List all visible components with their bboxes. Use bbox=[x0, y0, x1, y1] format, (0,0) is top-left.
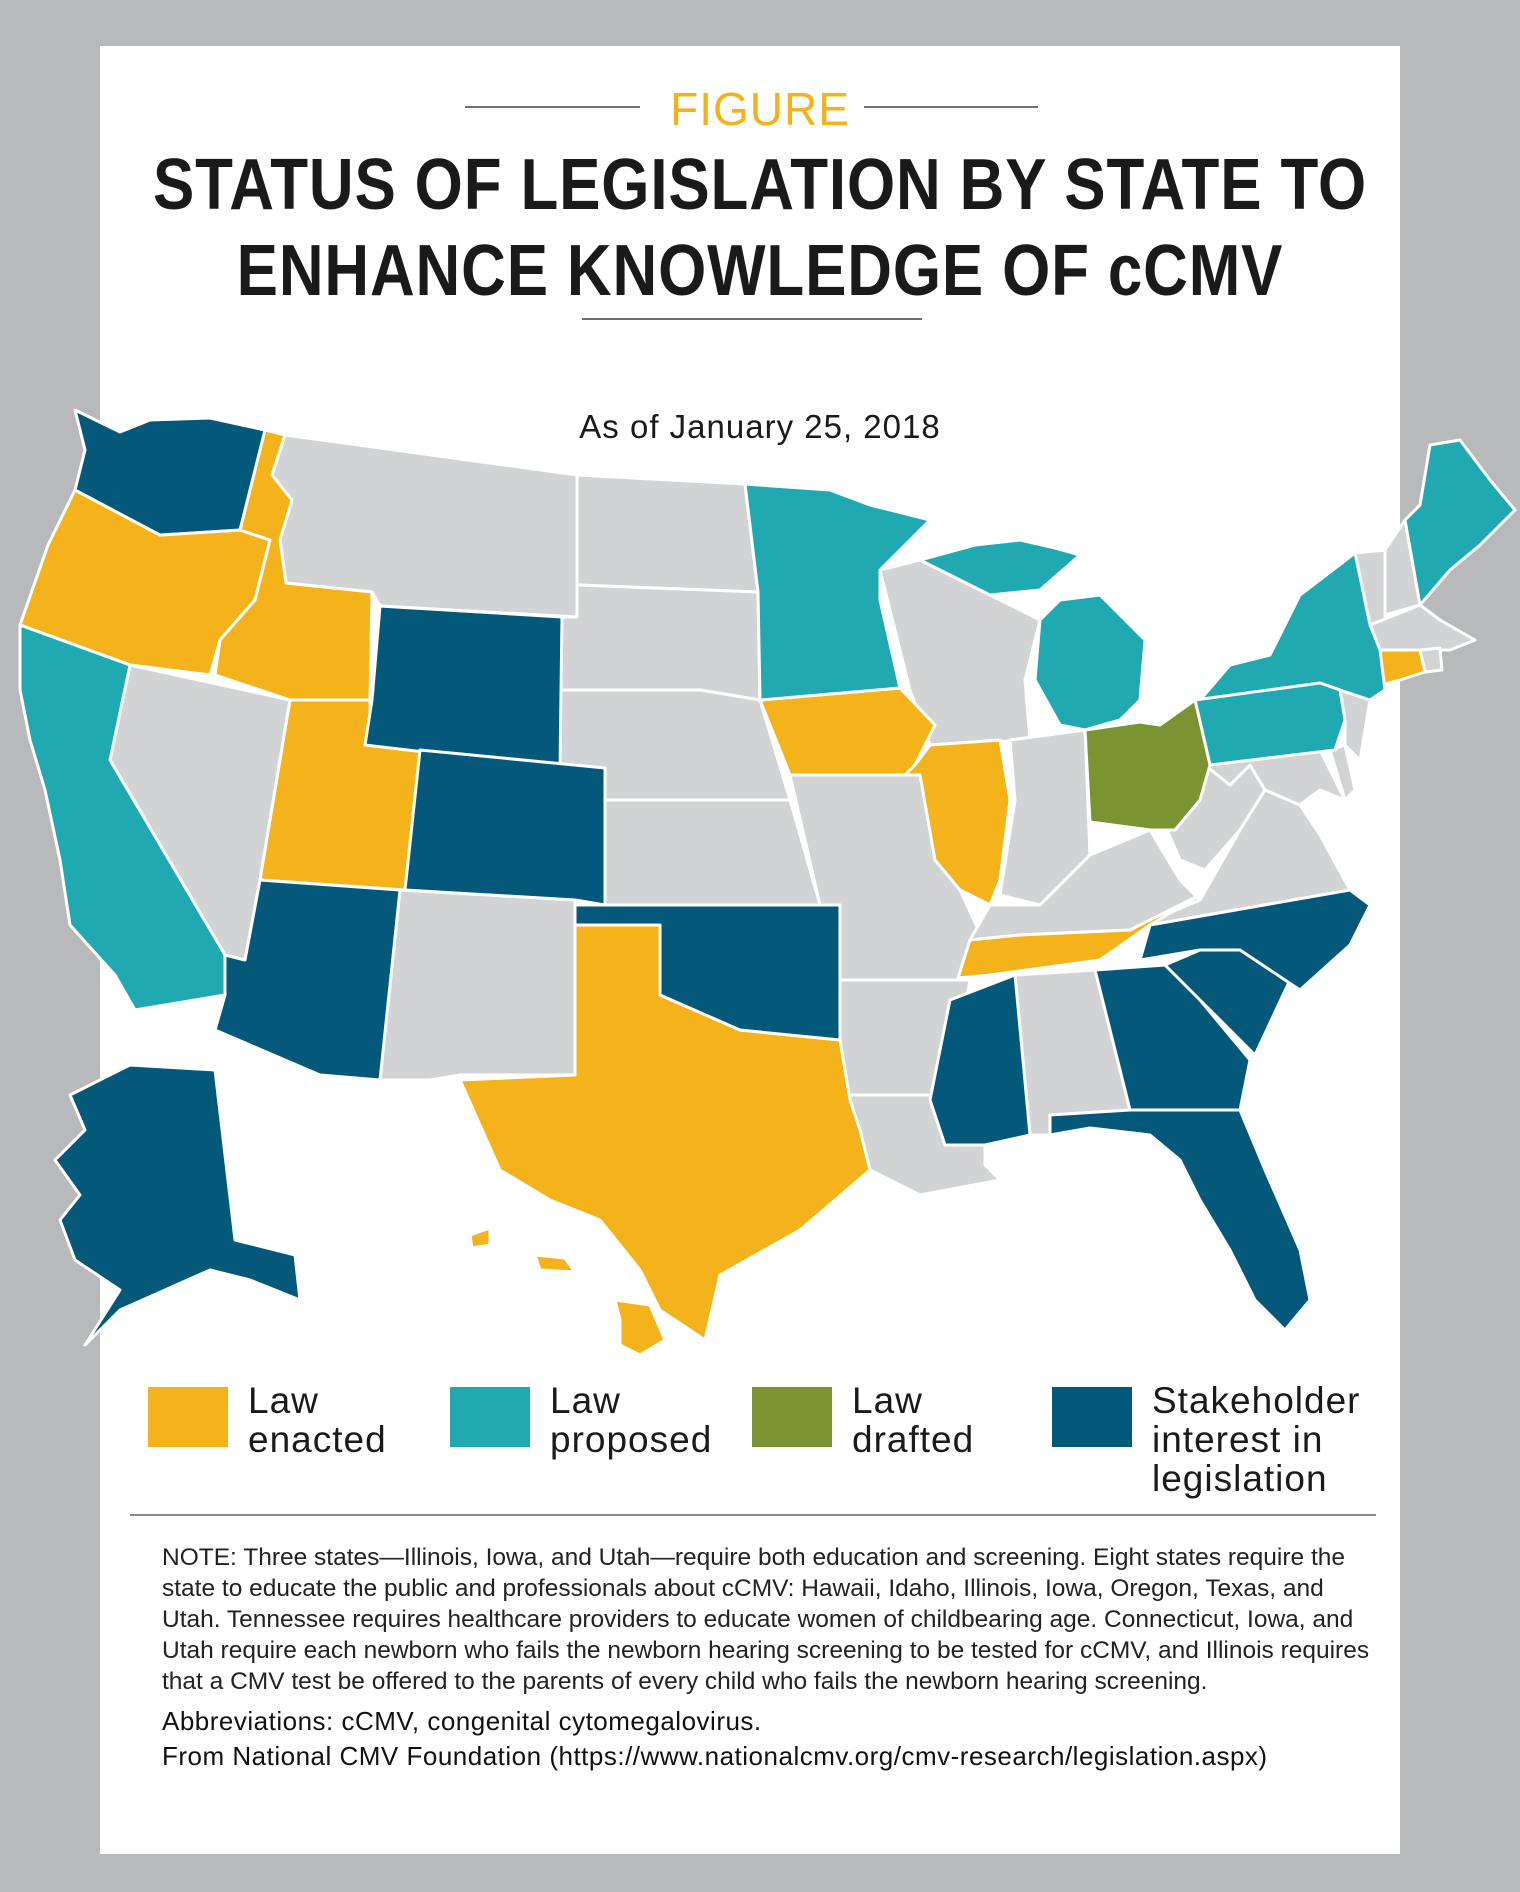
state-ohio bbox=[1083, 698, 1212, 832]
as-of-date: As of January 25, 2018 bbox=[579, 408, 941, 445]
state-new-york bbox=[1198, 551, 1387, 702]
legend-label-stakeholder-interest: Stakeholder interest in legislation bbox=[1152, 1381, 1412, 1498]
state-north-dakota bbox=[575, 473, 760, 594]
title-line-1: STATUS OF LEGISLATION BY STATE TO bbox=[152, 145, 1368, 225]
kicker-wrap: FIGURE bbox=[0, 86, 1520, 132]
abbreviations: Abbreviations: cCMV, congenital cytomega… bbox=[162, 1706, 762, 1736]
legend-text: legislation bbox=[1152, 1458, 1328, 1499]
state-delaware bbox=[1328, 743, 1357, 802]
state-california bbox=[18, 623, 227, 1012]
legend-label-law-enacted: Law enacted bbox=[248, 1381, 488, 1459]
source-citation: From National CMV Foundation (https://ww… bbox=[162, 1741, 1268, 1771]
legend-text: interest in bbox=[1152, 1419, 1324, 1460]
figure-kicker: FIGURE bbox=[656, 86, 864, 132]
state-maryland bbox=[1203, 748, 1347, 807]
state-north-carolina bbox=[1138, 888, 1372, 992]
legend-swatch-law-drafted bbox=[752, 1387, 832, 1447]
abbreviations-source: Abbreviations: cCMV, congenital cytomega… bbox=[162, 1704, 1422, 1774]
state-new-mexico bbox=[378, 888, 577, 1082]
legend-text: Stakeholder bbox=[1152, 1380, 1361, 1421]
state-kansas bbox=[603, 798, 822, 907]
legend-label-law-drafted: Law drafted bbox=[852, 1381, 1092, 1459]
state-hawaii-big-island bbox=[613, 1298, 667, 1357]
state-michigan-upper bbox=[918, 538, 1082, 597]
state-minnesota bbox=[743, 482, 932, 702]
title-underline bbox=[582, 318, 922, 320]
legend-text: Law bbox=[248, 1380, 319, 1421]
state-alaska bbox=[53, 1063, 302, 1347]
kicker-rule-right bbox=[860, 106, 1038, 108]
state-wyoming bbox=[363, 604, 564, 770]
state-washington bbox=[73, 408, 267, 537]
state-maine bbox=[1403, 438, 1517, 607]
legend-label-law-proposed: Law proposed bbox=[550, 1381, 790, 1459]
state-florida bbox=[1048, 1108, 1312, 1332]
state-hawaii-maui bbox=[533, 1253, 577, 1274]
legend-text: enacted bbox=[248, 1419, 387, 1460]
legend-text: Law bbox=[550, 1380, 621, 1421]
legend-text: proposed bbox=[550, 1419, 713, 1460]
kicker-rule-left bbox=[465, 106, 640, 108]
legend-swatch-law-enacted bbox=[148, 1387, 228, 1447]
note-divider bbox=[130, 1514, 1376, 1516]
state-mississippi bbox=[928, 973, 1032, 1147]
title-line-2: ENHANCE KNOWLEDGE OF cCMV bbox=[236, 231, 1284, 311]
state-michigan-lower bbox=[1033, 593, 1147, 732]
legend-text: drafted bbox=[852, 1419, 975, 1460]
state-south-dakota bbox=[558, 583, 762, 702]
legend-swatch-law-proposed bbox=[450, 1387, 530, 1447]
state-illinois bbox=[903, 738, 1012, 907]
legend-text: Law bbox=[852, 1380, 923, 1421]
state-arizona bbox=[213, 878, 402, 1082]
state-connecticut bbox=[1378, 648, 1427, 687]
legend-swatch-stakeholder-interest bbox=[1052, 1387, 1132, 1447]
state-hawaii-oahu bbox=[468, 1226, 492, 1250]
state-colorado bbox=[403, 748, 607, 907]
note-text: NOTE: Three states—Illinois, Iowa, and U… bbox=[162, 1544, 1370, 1695]
figure-title: STATUS OF LEGISLATION BY STATE TO ENHANC… bbox=[141, 142, 1379, 314]
state-oklahoma bbox=[573, 903, 842, 1042]
state-iowa bbox=[758, 686, 937, 777]
